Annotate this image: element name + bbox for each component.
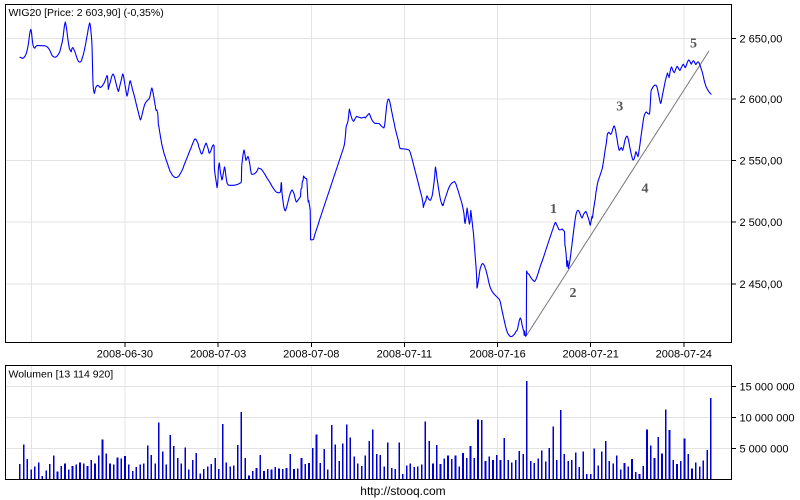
svg-text:2008-07-11: 2008-07-11 bbox=[377, 349, 432, 361]
svg-text:2 550,00: 2 550,00 bbox=[740, 155, 783, 167]
svg-text:2 450,00: 2 450,00 bbox=[740, 279, 783, 291]
svg-text:10 000 000: 10 000 000 bbox=[740, 412, 795, 424]
svg-text:5: 5 bbox=[690, 37, 697, 52]
svg-text:15 000 000: 15 000 000 bbox=[740, 381, 795, 393]
svg-text:2008-07-24: 2008-07-24 bbox=[656, 349, 712, 361]
svg-text:http://stooq.com: http://stooq.com bbox=[360, 484, 445, 498]
svg-text:4: 4 bbox=[642, 182, 649, 197]
svg-text:2008-07-03: 2008-07-03 bbox=[190, 349, 246, 361]
svg-text:1: 1 bbox=[550, 202, 557, 217]
svg-text:3: 3 bbox=[616, 100, 623, 115]
svg-text:2: 2 bbox=[570, 286, 577, 301]
svg-text:2008-07-08: 2008-07-08 bbox=[283, 349, 339, 361]
svg-text:2008-06-30: 2008-06-30 bbox=[97, 349, 153, 361]
svg-text:2 600,00: 2 600,00 bbox=[740, 94, 783, 106]
svg-text:2008-07-16: 2008-07-16 bbox=[469, 349, 525, 361]
svg-text:5 000 000: 5 000 000 bbox=[740, 444, 789, 456]
svg-text:2 500,00: 2 500,00 bbox=[740, 217, 783, 229]
svg-text:2008-07-21: 2008-07-21 bbox=[563, 349, 619, 361]
svg-text:Wolumen [13 114 920]: Wolumen [13 114 920] bbox=[9, 369, 114, 381]
svg-text:2 650,00: 2 650,00 bbox=[740, 34, 783, 46]
svg-text:WIG20 [Price: 2 603,90] (-0,35: WIG20 [Price: 2 603,90] (-0,35%) bbox=[9, 7, 164, 19]
